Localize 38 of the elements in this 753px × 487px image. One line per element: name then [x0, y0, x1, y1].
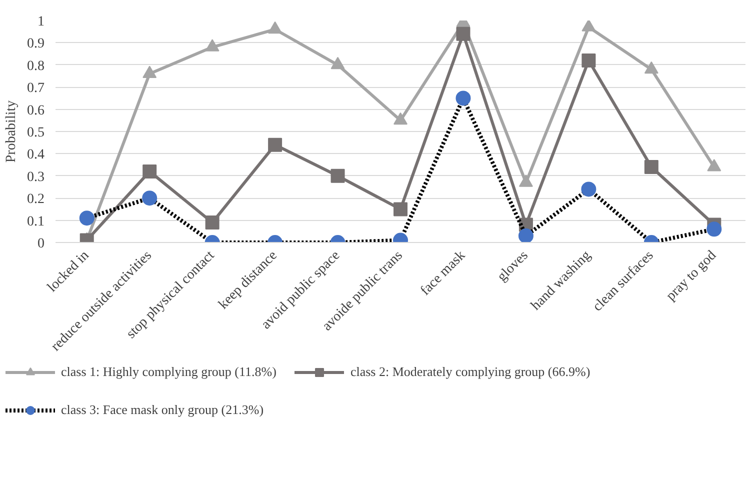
legend-label: class 1: Highly complying group (11.8%): [61, 364, 276, 380]
point: [330, 56, 345, 70]
y-tick-label: 1: [38, 14, 44, 30]
point: [394, 202, 408, 216]
y-tick-label: 0.6: [27, 103, 44, 118]
legend-label: class 3: Face mask only group (21.3%): [61, 402, 264, 418]
y-tick-label: 0.5: [27, 126, 44, 140]
legend-label: class 2: Moderately complying group (66.9%): [350, 364, 590, 380]
point: [644, 160, 658, 174]
point: [707, 159, 722, 172]
y-tick-label: 0.8: [27, 58, 44, 74]
point: [142, 190, 158, 206]
point: [394, 112, 408, 125]
point: [330, 168, 345, 183]
y-tick-label: 0.1: [27, 214, 44, 230]
point: [205, 39, 220, 52]
point: [142, 164, 157, 178]
point: [79, 210, 94, 226]
point: [142, 66, 157, 78]
y-axis-title: Probability: [4, 100, 19, 163]
y-tick-label: 0: [38, 236, 44, 252]
point: [268, 21, 282, 34]
y-tick-label: 0.3: [27, 170, 44, 185]
point: [518, 174, 533, 187]
y-tick-label: 0.7: [27, 81, 44, 96]
point: [582, 20, 596, 32]
y-tick-label: 0.2: [27, 192, 44, 208]
y-tick-label: 0.4: [27, 148, 44, 163]
point: [582, 53, 596, 68]
point: [518, 228, 534, 242]
point: [581, 182, 596, 197]
point: [456, 26, 470, 41]
point: [456, 90, 471, 106]
point: [706, 222, 722, 237]
point: [205, 216, 220, 230]
point: [268, 138, 282, 152]
y-tick-label: 0.9: [27, 36, 44, 52]
point: [644, 61, 658, 74]
